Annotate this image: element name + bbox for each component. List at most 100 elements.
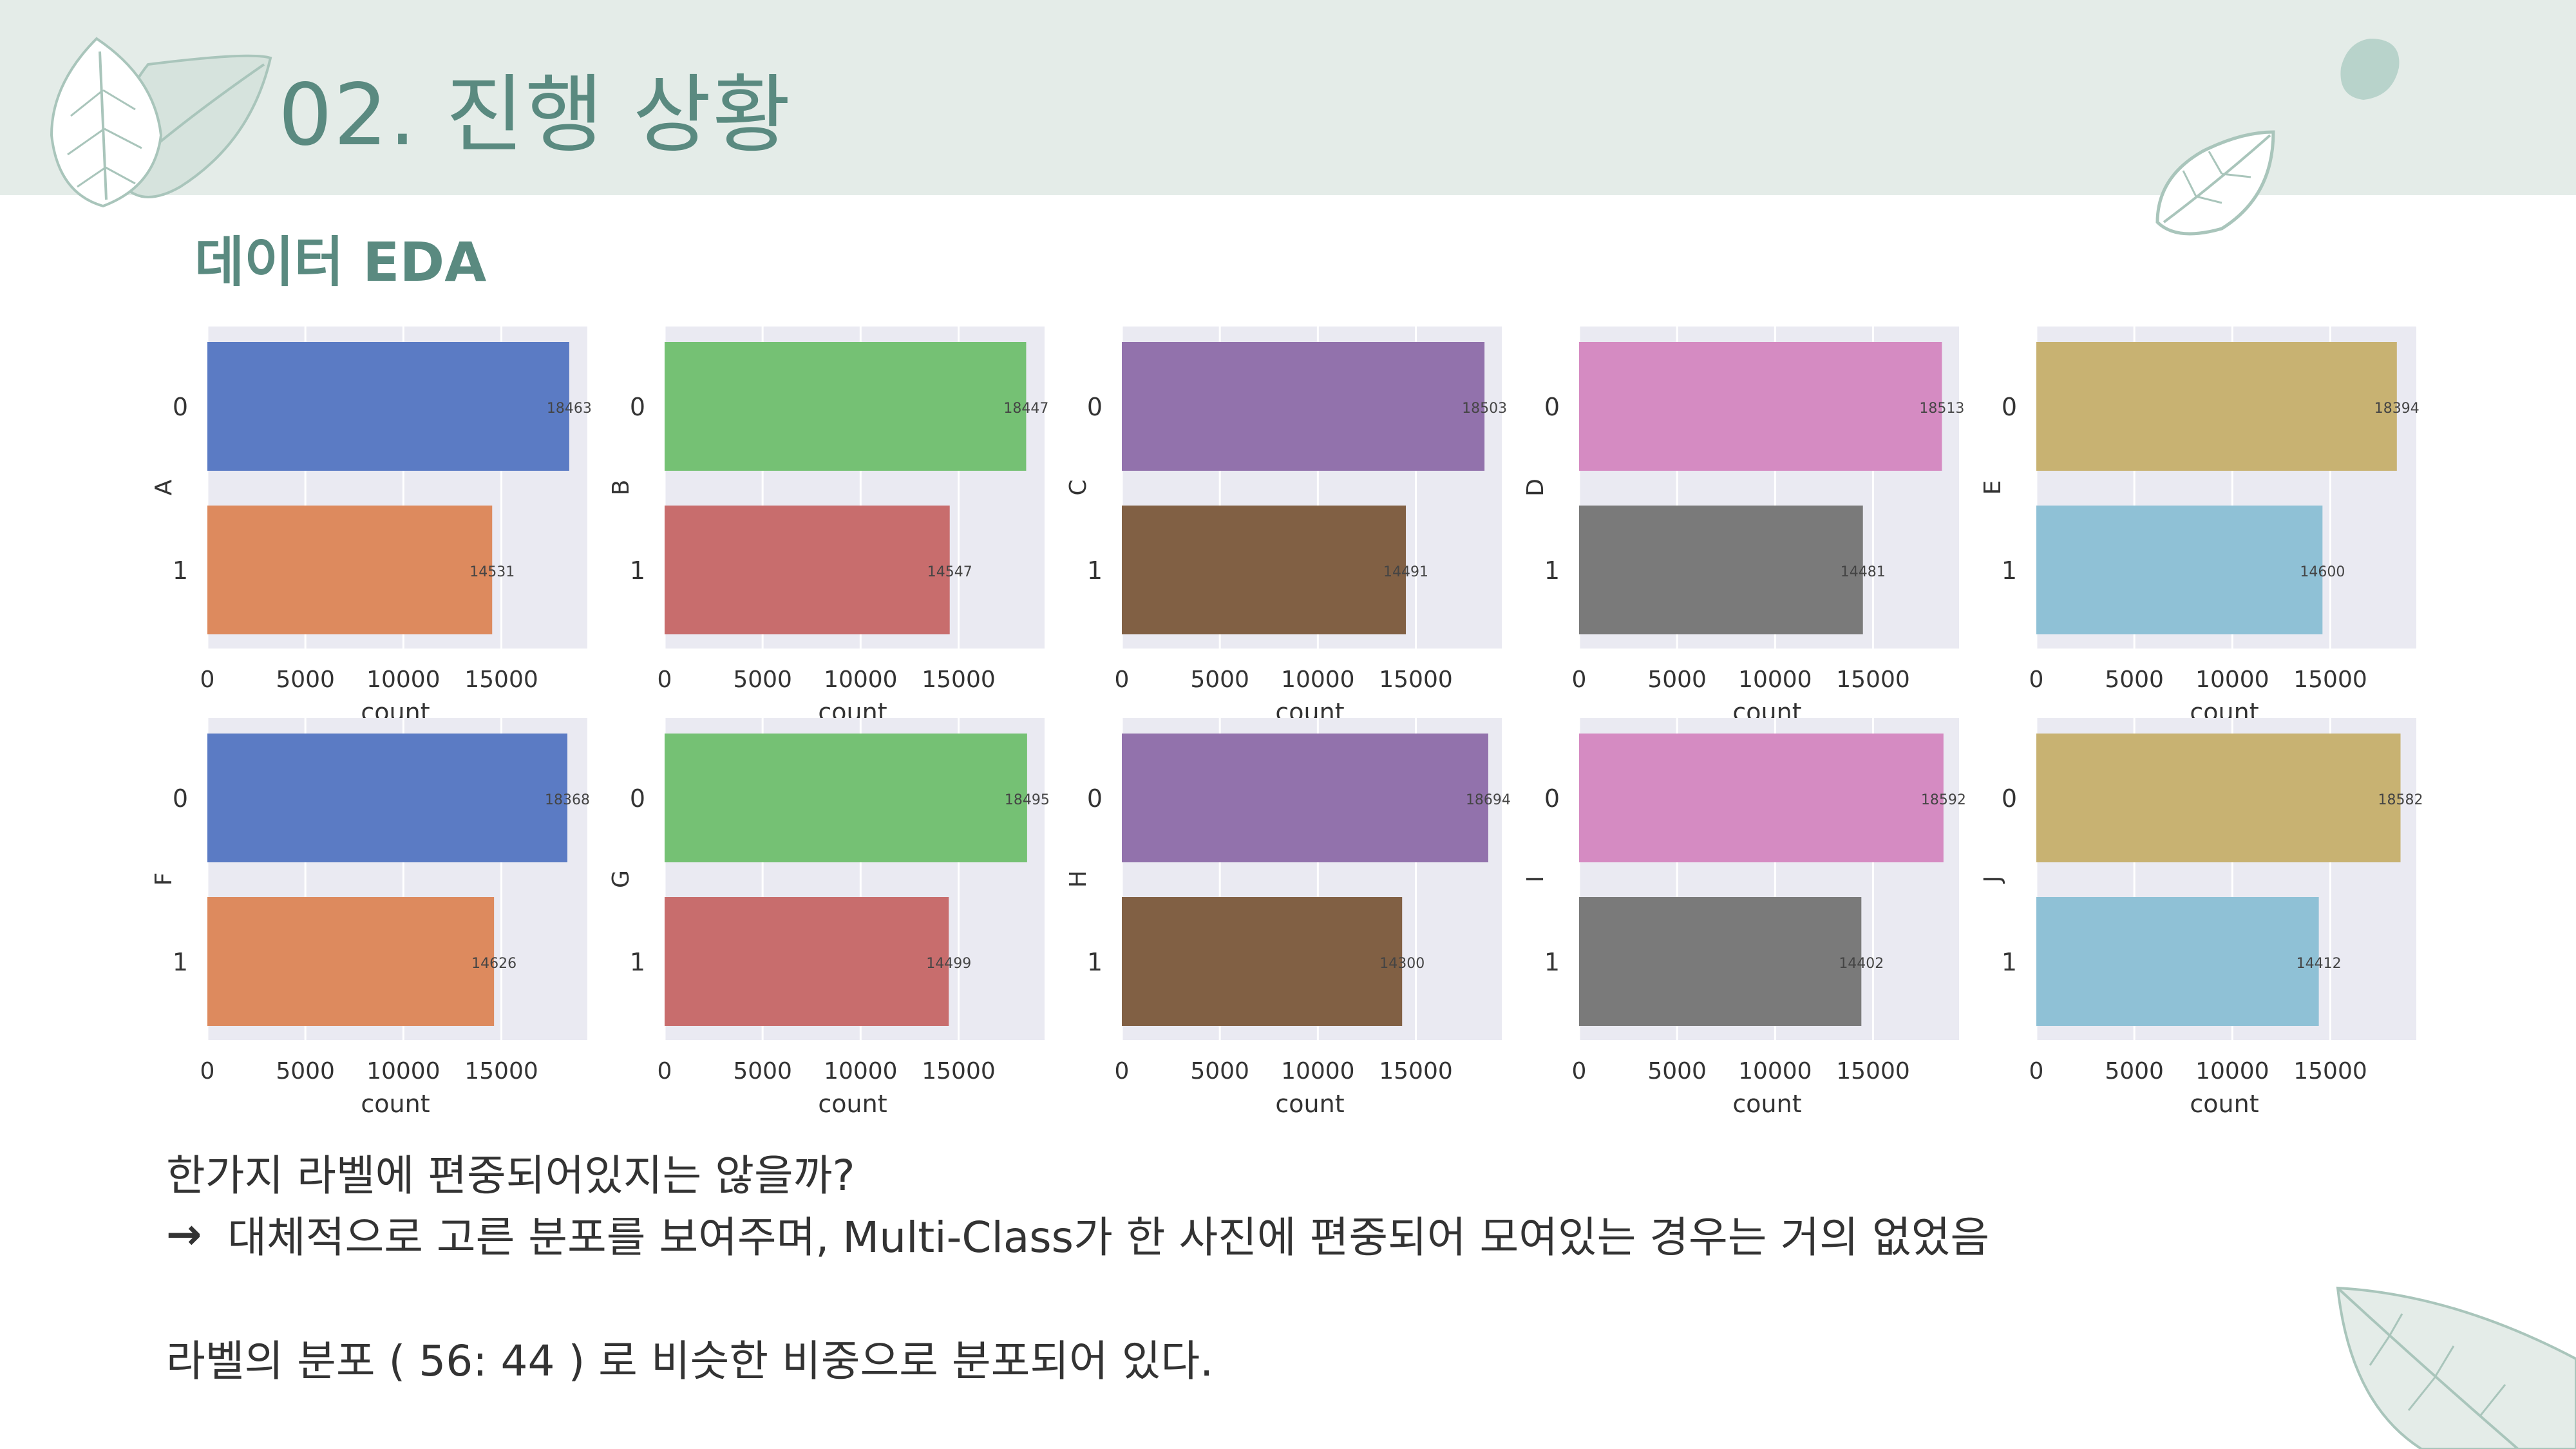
- x-axis-label: count: [2190, 1090, 2259, 1118]
- x-tick-label: 5000: [2105, 1058, 2164, 1084]
- bar-B-0: [665, 342, 1027, 471]
- y-tick-label: 1: [630, 948, 645, 976]
- data-label: 18582: [2378, 792, 2423, 808]
- x-tick-label: 0: [1115, 667, 1130, 693]
- y-tick-label: 0: [1087, 393, 1103, 421]
- x-tick-label: 5000: [276, 667, 335, 693]
- x-tick-label: 15000: [1379, 667, 1453, 693]
- x-tick-label: 15000: [464, 1058, 538, 1084]
- section-title: 데이터 EDA: [194, 231, 487, 294]
- x-tick-label: 5000: [1190, 667, 1249, 693]
- leaf-decoration-icon: [2336, 1286, 2576, 1449]
- answer-line: → 대체적으로 고른 분포를 보여주며, Multi-Class가 한 사진에 …: [166, 1203, 1989, 1265]
- y-tick-label: 1: [2002, 556, 2017, 585]
- x-tick-label: 0: [1115, 1058, 1130, 1084]
- bar-B-1: [665, 506, 950, 634]
- bar-G-0: [665, 734, 1027, 862]
- summary-text: 라벨의 분포 ( 56: 44 ) 로 비슷한 비중으로 분포되어 있다.: [166, 1336, 1214, 1386]
- data-label: 14481: [1841, 564, 1886, 580]
- x-tick-label: 0: [2029, 667, 2044, 693]
- data-label: 18495: [1005, 792, 1050, 808]
- bar-A-1: [207, 506, 493, 634]
- x-tick-label: 10000: [824, 1058, 898, 1084]
- x-axis-label: count: [1275, 1090, 1344, 1118]
- bar-C-1: [1122, 506, 1406, 634]
- bar-A-0: [207, 342, 569, 471]
- x-tick-label: 15000: [1379, 1058, 1453, 1084]
- data-label: 18463: [547, 401, 592, 417]
- y-tick-label: 1: [1544, 556, 1560, 585]
- bar-E-1: [2036, 506, 2323, 634]
- bar-F-0: [207, 734, 568, 862]
- x-tick-label: 10000: [824, 667, 898, 693]
- data-label: 14491: [1383, 564, 1428, 580]
- data-label: 14402: [1839, 956, 1884, 972]
- data-label: 18447: [1003, 401, 1048, 417]
- x-tick-label: 15000: [464, 667, 538, 693]
- bar-H-0: [1122, 734, 1488, 862]
- data-label: 14499: [926, 956, 971, 972]
- x-tick-label: 10000: [1738, 1058, 1812, 1084]
- data-label: 18503: [1462, 401, 1507, 417]
- y-tick-label: 1: [630, 556, 645, 585]
- bar-I-1: [1579, 897, 1862, 1026]
- x-axis-label: count: [1732, 1090, 1801, 1118]
- y-axis-label: G: [608, 870, 634, 888]
- header-band: [0, 0, 2576, 195]
- y-tick-label: 1: [1087, 556, 1103, 585]
- x-tick-label: 5000: [276, 1058, 335, 1084]
- y-tick-label: 0: [173, 393, 188, 421]
- bar-D-0: [1579, 342, 1942, 471]
- answer-text: 대체적으로 고른 분포를 보여주며, Multi-Class가 한 사진에 편중…: [227, 1213, 1990, 1262]
- y-axis-label: A: [151, 479, 177, 495]
- y-tick-label: 0: [2002, 393, 2017, 421]
- bar-C-0: [1122, 342, 1485, 471]
- y-axis-label: F: [151, 873, 177, 886]
- y-tick-label: 1: [173, 948, 188, 976]
- x-tick-label: 5000: [1647, 667, 1707, 693]
- page-title: 02. 진행 상황: [278, 66, 792, 165]
- bar-J-0: [2036, 734, 2401, 862]
- y-tick-label: 1: [1544, 948, 1560, 976]
- x-axis-label: count: [818, 1090, 887, 1118]
- y-axis-label: H: [1065, 870, 1092, 887]
- y-tick-label: 0: [1087, 784, 1103, 813]
- data-label: 14412: [2297, 956, 2342, 972]
- bar-F-1: [207, 897, 495, 1026]
- y-tick-label: 0: [1544, 393, 1560, 421]
- x-tick-label: 5000: [1647, 1058, 1707, 1084]
- x-tick-label: 0: [658, 1058, 672, 1084]
- data-label: 14300: [1379, 956, 1425, 972]
- x-tick-label: 15000: [922, 667, 996, 693]
- x-tick-label: 10000: [366, 1058, 440, 1084]
- x-tick-label: 5000: [1190, 1058, 1249, 1084]
- y-tick-label: 0: [1544, 784, 1560, 813]
- data-label: 18368: [545, 792, 590, 808]
- x-tick-label: 5000: [2105, 667, 2164, 693]
- y-tick-label: 0: [630, 393, 645, 421]
- y-axis-label: E: [1980, 480, 2006, 495]
- x-tick-label: 15000: [922, 1058, 996, 1084]
- x-tick-label: 10000: [1738, 667, 1812, 693]
- y-axis-label: D: [1522, 478, 1549, 497]
- data-label: 14531: [469, 564, 515, 580]
- bar-G-1: [665, 897, 949, 1026]
- data-label: 14626: [471, 956, 516, 972]
- leaf-decoration-icon: [50, 37, 272, 208]
- y-tick-label: 1: [1087, 948, 1103, 976]
- data-label: 14600: [2300, 564, 2345, 580]
- x-tick-label: 0: [200, 1058, 215, 1084]
- x-tick-label: 15000: [2293, 667, 2367, 693]
- x-tick-label: 10000: [2195, 1058, 2269, 1084]
- x-tick-label: 10000: [1281, 1058, 1355, 1084]
- y-axis-label: I: [1522, 876, 1549, 883]
- x-tick-label: 5000: [733, 1058, 792, 1084]
- bar-J-1: [2036, 897, 2319, 1026]
- arrow-right-icon: →: [166, 1209, 202, 1259]
- y-tick-label: 0: [2002, 784, 2017, 813]
- leaf-decoration-icon: [2155, 130, 2275, 236]
- bar-I-0: [1579, 734, 1944, 862]
- x-tick-label: 15000: [1836, 1058, 1910, 1084]
- x-tick-label: 15000: [2293, 1058, 2367, 1084]
